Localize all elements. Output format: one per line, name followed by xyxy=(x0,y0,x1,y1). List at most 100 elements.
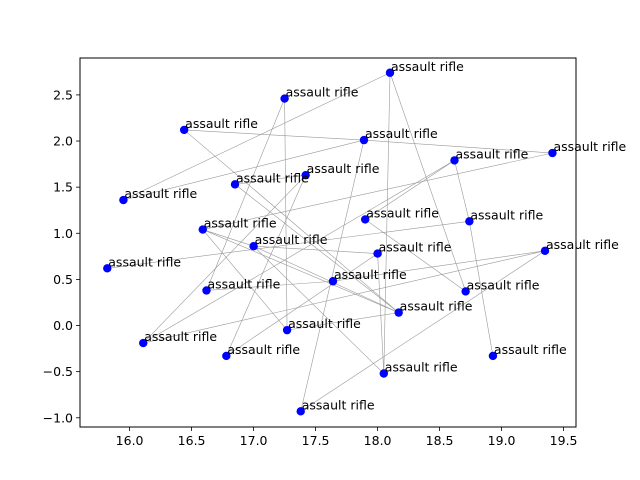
edge-line xyxy=(183,129,399,313)
point-label: assault rifle xyxy=(236,170,309,185)
point-label: assault rifle xyxy=(365,126,438,141)
point-label: assault rifle xyxy=(385,359,458,374)
point-label: assault rifle xyxy=(366,205,439,220)
edge-line xyxy=(184,129,364,141)
y-tick-label: 0.0 xyxy=(53,318,73,333)
x-tick-label: 18.0 xyxy=(364,433,392,448)
point-label: assault rifle xyxy=(108,254,181,269)
x-tick-label: 16.0 xyxy=(116,433,144,448)
point-label: assault rifle xyxy=(302,397,375,412)
data-point xyxy=(548,148,557,158)
edge-line xyxy=(206,98,285,291)
data-point xyxy=(139,338,148,348)
data-point xyxy=(230,180,240,189)
data-point xyxy=(222,351,231,361)
data-point xyxy=(249,241,258,251)
data-point xyxy=(465,217,474,226)
edge-line xyxy=(143,160,455,344)
data-point xyxy=(103,264,112,273)
x-tick-label: 17.0 xyxy=(240,433,268,448)
edge-line xyxy=(332,250,546,282)
point-label: assault rifle xyxy=(207,276,280,291)
data-point xyxy=(202,286,211,295)
point-label: assault rifle xyxy=(494,342,567,357)
point-label: assault rifle xyxy=(467,277,540,292)
edge-line xyxy=(469,221,494,357)
edge-line xyxy=(284,98,288,331)
edge-layer xyxy=(107,72,553,412)
data-point xyxy=(179,125,189,135)
point-label: assault rifle xyxy=(144,329,217,344)
x-tick-label: 17.5 xyxy=(302,433,330,448)
point-label: assault rifle xyxy=(288,316,361,331)
point-label: assault rifle xyxy=(553,139,626,154)
y-tick-label: −0.5 xyxy=(43,364,73,379)
y-tick-label: 0.5 xyxy=(53,272,73,287)
data-point xyxy=(301,170,310,180)
edge-line xyxy=(234,184,399,313)
edge-line xyxy=(365,160,455,220)
point-label: assault rifle xyxy=(400,299,473,314)
point-label: assault rifle xyxy=(255,232,328,247)
x-tick-label: 19.0 xyxy=(488,433,516,448)
edge-line xyxy=(389,72,466,292)
point-label: assault rifle xyxy=(470,207,543,222)
data-point xyxy=(198,225,207,234)
data-point xyxy=(296,407,305,416)
x-tick-label: 16.5 xyxy=(178,433,206,448)
point-label: assault rifle xyxy=(391,59,464,74)
y-tick-label: 2.0 xyxy=(53,134,73,149)
point-label: assault rifle xyxy=(455,146,528,161)
edge-line xyxy=(143,250,546,344)
point-label: assault rifle xyxy=(307,161,380,176)
data-point xyxy=(540,246,550,256)
edge-line xyxy=(143,174,306,344)
edge-line xyxy=(287,312,399,331)
edge-line xyxy=(253,245,378,254)
edge-line xyxy=(123,72,391,201)
data-point xyxy=(461,287,470,296)
data-point xyxy=(379,369,388,378)
data-point xyxy=(280,94,289,103)
edge-line xyxy=(300,250,546,412)
data-point xyxy=(361,215,370,224)
point-label: assault rifle xyxy=(334,267,407,282)
edge-line xyxy=(202,229,254,247)
x-tick-label: 19.5 xyxy=(550,433,578,448)
edge-line xyxy=(365,219,466,292)
point-label: assault rifle xyxy=(124,186,197,201)
data-point xyxy=(328,277,338,286)
point-label: assault rifle xyxy=(379,240,452,255)
edge-line xyxy=(383,72,391,374)
edge-line xyxy=(234,174,306,185)
data-point xyxy=(450,156,459,165)
y-tick-label: 1.0 xyxy=(53,226,73,241)
data-point xyxy=(359,135,369,145)
point-layer xyxy=(103,68,557,416)
edge-line xyxy=(206,280,333,291)
data-point xyxy=(119,195,128,205)
data-point xyxy=(385,68,395,77)
point-label: assault rifle xyxy=(546,237,619,252)
edge-line xyxy=(226,175,306,357)
edge-line xyxy=(363,139,553,154)
data-point xyxy=(373,249,382,258)
point-label: assault rifle xyxy=(185,116,258,131)
edge-line xyxy=(202,152,553,230)
data-point xyxy=(394,308,403,317)
edge-line xyxy=(123,139,365,201)
edge-line xyxy=(454,160,470,222)
y-tick-label: 1.5 xyxy=(53,180,73,195)
edge-line xyxy=(253,245,399,313)
edge-line xyxy=(300,140,365,412)
point-label: assault rifle xyxy=(204,216,277,231)
edge-line xyxy=(226,253,378,357)
point-label: assault rifle xyxy=(286,85,359,100)
point-label: assault rifle xyxy=(227,342,300,357)
edge-line xyxy=(107,220,470,269)
edge-line xyxy=(202,229,399,313)
plot-frame xyxy=(79,57,577,428)
x-axis: 16.0 16.5 17.0 17.5 18.0 18.5 19.0 19.5 xyxy=(116,427,578,448)
